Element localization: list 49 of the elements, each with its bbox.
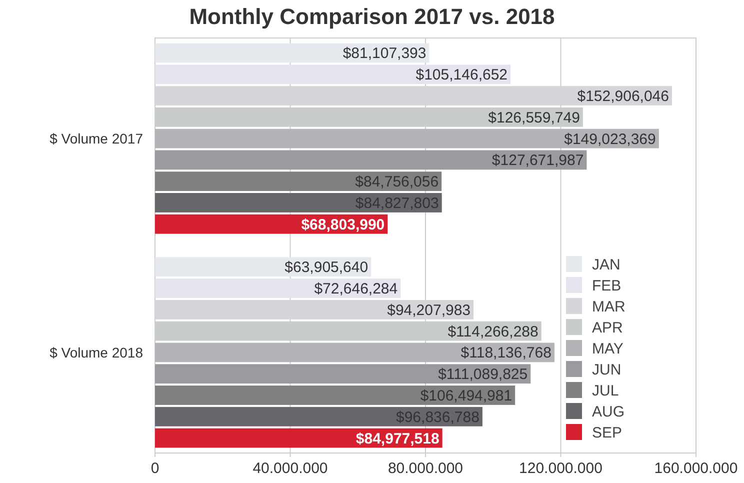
data-label: $126,559,749 <box>488 109 580 126</box>
data-label: $68,803,990 <box>301 216 385 234</box>
data-label: $106,494,981 <box>420 387 512 404</box>
data-label: $63,905,640 <box>284 259 368 276</box>
legend-label: FEB <box>592 277 622 294</box>
legend-label: JAN <box>592 256 620 274</box>
legend-label: JUN <box>592 361 622 378</box>
y-tick-label: $ Volume 2018 <box>50 344 144 360</box>
bar <box>155 128 659 148</box>
data-label: $84,756,056 <box>355 174 439 191</box>
data-label: $72,646,284 <box>314 280 398 298</box>
x-tick-label: 80.000.000 <box>388 460 464 477</box>
data-label: $152,906,046 <box>577 88 670 106</box>
data-label: $114,266,288 <box>448 323 538 340</box>
bar <box>155 278 401 298</box>
data-label: $81,107,393 <box>342 45 426 62</box>
legend-label: APR <box>592 319 624 336</box>
bar <box>155 386 516 405</box>
legend-label: AUG <box>592 403 625 420</box>
data-label: $94,207,983 <box>387 302 471 319</box>
data-label: $84,827,803 <box>355 194 439 212</box>
data-label: $149,023,369 <box>564 130 656 148</box>
bar <box>155 257 372 277</box>
x-tick-label: 120.000.000 <box>519 460 602 477</box>
bar <box>155 406 482 426</box>
bar <box>155 43 430 63</box>
bar <box>155 86 672 106</box>
x-tick-label: 40.000.000 <box>252 460 328 477</box>
data-label: $111,089,825 <box>438 366 528 384</box>
legend-label: MAY <box>592 340 624 358</box>
legend-label: MAR <box>592 298 626 316</box>
x-tick-label: 0 <box>150 460 160 477</box>
bar <box>155 300 474 320</box>
legend-label: JUL <box>592 382 619 400</box>
bar <box>155 150 587 170</box>
data-label: $105,146,652 <box>416 66 508 84</box>
bar <box>155 64 511 84</box>
data-label: $118,136,768 <box>460 344 552 362</box>
bar <box>155 193 442 212</box>
y-tick-label: $ Volume 2017 <box>50 130 144 146</box>
data-label: $84,977,518 <box>356 430 440 448</box>
chart-title: Monthly Comparison 2017 vs. 2018 <box>189 4 555 29</box>
legend-label: SEP <box>592 424 622 442</box>
bar <box>155 172 442 192</box>
bar <box>155 364 531 384</box>
bar <box>155 342 554 362</box>
data-label: $96,836,788 <box>396 408 480 426</box>
data-label: $127,671,987 <box>492 152 584 170</box>
x-tick-label: 160.000.000 <box>654 460 738 477</box>
